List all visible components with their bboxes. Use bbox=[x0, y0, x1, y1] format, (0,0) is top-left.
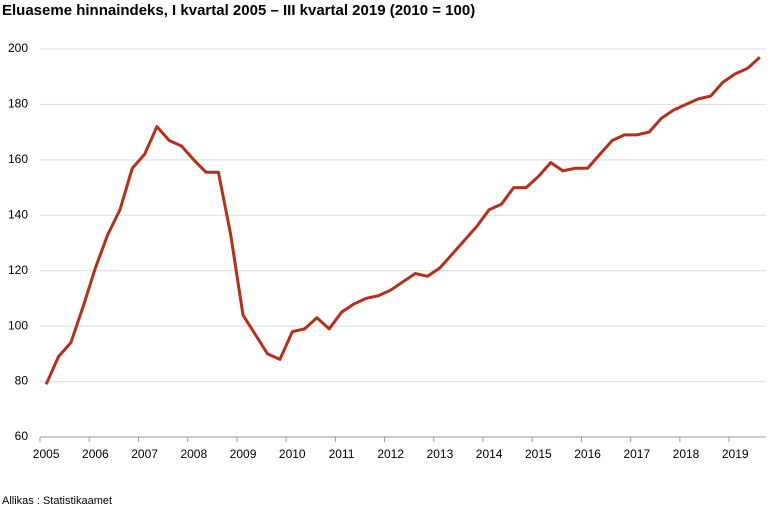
x-tick-label: 2011 bbox=[329, 447, 355, 461]
x-tick-label: 2006 bbox=[82, 447, 109, 461]
x-tick-label: 2007 bbox=[131, 447, 158, 461]
x-tick-label: 2018 bbox=[673, 447, 700, 461]
x-tick-label: 2008 bbox=[180, 447, 207, 461]
y-tick-label: 140 bbox=[8, 207, 28, 221]
y-tick-label: 60 bbox=[15, 429, 29, 443]
x-tick-label: 2005 bbox=[33, 447, 60, 461]
y-tick-label: 160 bbox=[8, 152, 28, 166]
source: Allikas : Statistikaamet bbox=[2, 495, 112, 507]
x-tick-label: 2015 bbox=[525, 447, 552, 461]
line bbox=[44, 56, 761, 385]
y-tick-label: 100 bbox=[8, 318, 28, 332]
y-tick-label: 120 bbox=[8, 263, 28, 277]
x-tick-label: 2012 bbox=[377, 447, 404, 461]
x-tick-label: 2017 bbox=[623, 447, 650, 461]
x-tick-label: 2016 bbox=[574, 447, 601, 461]
x-tick-label: 2009 bbox=[230, 447, 257, 461]
x-tick-label: 2019 bbox=[722, 447, 749, 461]
y-tick-label: 200 bbox=[8, 41, 28, 55]
x-tick-label: 2010 bbox=[279, 447, 306, 461]
y-tick-label: 80 bbox=[15, 374, 29, 388]
y-tick-label: 180 bbox=[8, 97, 28, 111]
x-tick-label: 2013 bbox=[427, 447, 454, 461]
x-tick-label: 2014 bbox=[476, 447, 503, 461]
chart-title: Eluaseme hinnaindeks, I kvartal 2005 – I… bbox=[2, 2, 475, 19]
